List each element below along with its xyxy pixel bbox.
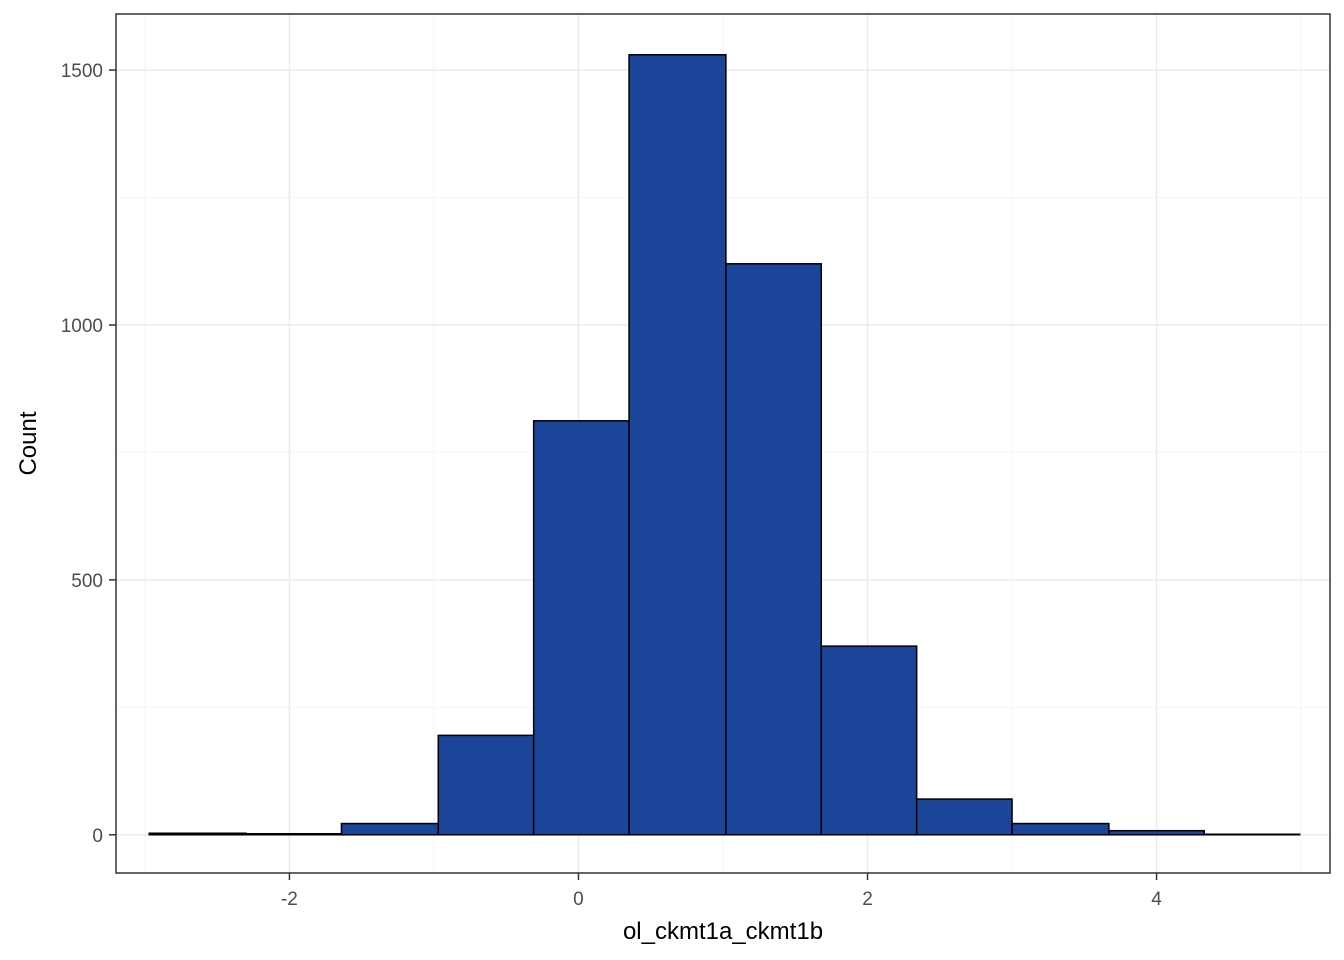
histogram-bar [725, 263, 823, 836]
y-tick-label: 0 [92, 826, 103, 847]
histogram-bar [532, 420, 630, 836]
histogram-bar [1108, 829, 1206, 836]
panel-border [115, 13, 1331, 874]
y-tick-label: 1500 [61, 61, 103, 82]
histogram-bar [148, 832, 247, 836]
histogram-bar [437, 734, 535, 836]
y-tick-label: 1000 [61, 316, 103, 337]
histogram-bar [1203, 833, 1301, 836]
histogram-bar [628, 54, 727, 836]
x-tick-label: 4 [1151, 889, 1162, 910]
y-axis-title: Count [15, 411, 42, 475]
histogram-bars [148, 54, 1301, 836]
histogram-bar [245, 832, 343, 836]
y-axis: 0 500 1000 1500 [61, 61, 116, 847]
histogram-bar [340, 822, 440, 836]
x-tick-label: 0 [573, 889, 584, 910]
histogram-bar [820, 645, 918, 836]
x-axis-title: ol_ckmt1a_ckmt1b [623, 918, 823, 945]
histogram-bar [915, 798, 1013, 836]
x-tick-label: -2 [281, 889, 298, 910]
x-axis: -2 0 2 4 [281, 873, 1162, 910]
x-tick-label: 2 [862, 889, 873, 910]
y-tick-label: 500 [71, 571, 103, 592]
histogram-bar [1011, 822, 1110, 836]
